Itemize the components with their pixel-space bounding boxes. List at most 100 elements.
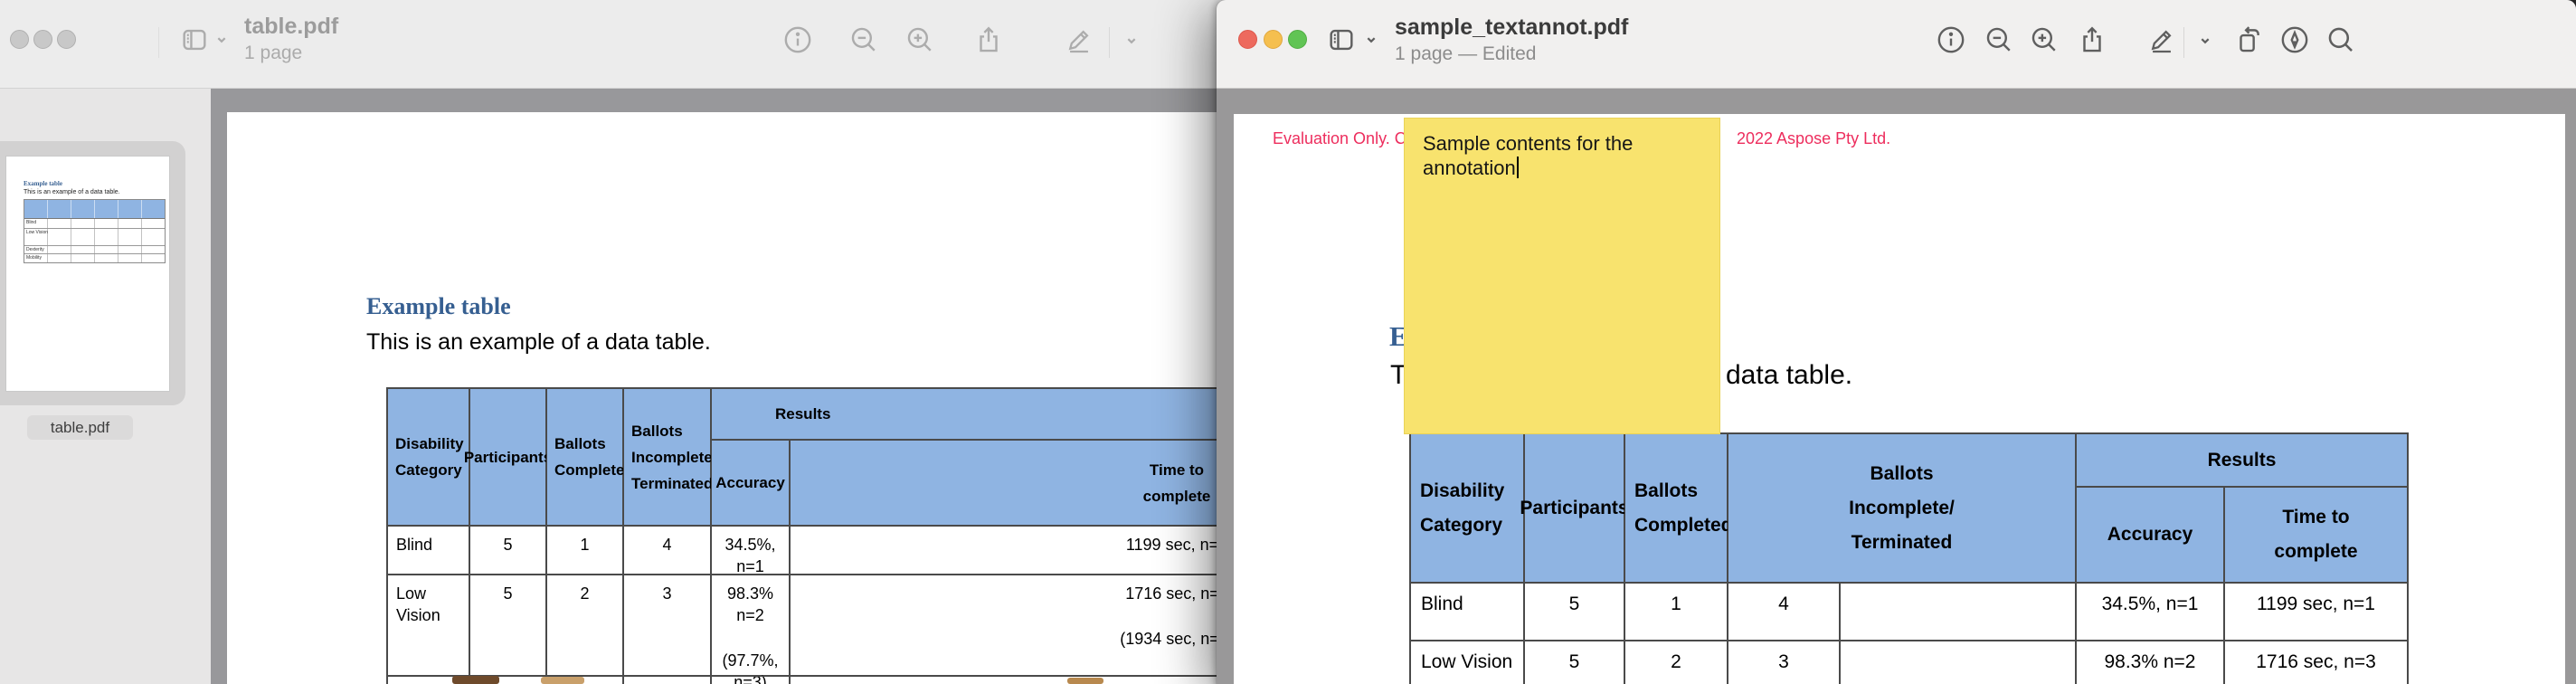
thumb-heading: Example table xyxy=(24,180,62,187)
window-content: Example table This is an example of a da… xyxy=(0,89,1565,684)
doc-body-partial-right: data table. xyxy=(1726,360,1853,390)
dock-icon-sliver xyxy=(1067,678,1103,684)
cell-accuracy: 34.5%, n=1 xyxy=(711,526,790,575)
highlight-pen-icon[interactable] xyxy=(2279,24,2310,55)
markup-chevron-icon[interactable] xyxy=(2195,31,2215,51)
markup-chevron-icon[interactable] xyxy=(1122,31,1141,51)
window-subtitle: 1 page xyxy=(244,43,303,63)
zoom-out-icon[interactable] xyxy=(1984,24,2014,55)
cell-time: 1199 sec, n=1 xyxy=(2224,583,2408,641)
document-area: Example table This is an example of a da… xyxy=(211,89,1565,684)
cell-incomplete: 4 xyxy=(1728,583,1840,641)
titlebar: table.pdf 1 page xyxy=(0,0,1284,89)
col-header-time: Time to complete xyxy=(2224,487,2408,583)
close-button[interactable] xyxy=(10,30,29,49)
zoom-in-icon[interactable] xyxy=(904,24,935,55)
cell-category: Low Vision xyxy=(387,575,469,676)
markup-pencil-icon[interactable] xyxy=(2146,24,2177,55)
window-title: sample_textannot.pdf xyxy=(1395,14,1629,40)
rotate-icon[interactable] xyxy=(2233,24,2264,55)
window-sample-textannot-pdf: sample_textannot.pdf 1 page — Edited xyxy=(1217,0,2576,684)
cell-participants: 5 xyxy=(1524,641,1624,684)
cell-accuracy: 34.5%, n=1 xyxy=(2076,583,2224,641)
toolbar-divider xyxy=(158,27,159,58)
col-header-ballots-incomplete: Ballots Incomplete/ Terminated xyxy=(623,388,716,526)
col-header-accuracy: Accuracy xyxy=(711,440,790,526)
thumbnail-sidebar: Example table This is an example of a da… xyxy=(0,89,211,684)
cell-accuracy: 98.3% n=2 (97.7%, n=3) xyxy=(711,575,790,684)
cell-empty xyxy=(1840,641,2076,684)
sidebar-chevron-icon[interactable] xyxy=(1361,30,1381,50)
window-subtitle: 1 page — Edited xyxy=(1395,43,1537,64)
share-icon[interactable] xyxy=(2077,24,2107,55)
dock-icon-sliver xyxy=(541,677,584,684)
minimize-button[interactable] xyxy=(1264,30,1283,49)
col-header-disability: Disability Category xyxy=(1410,433,1524,583)
cell-category: Blind xyxy=(1410,583,1524,641)
cell-accuracy: 98.3%, n=4 xyxy=(711,676,790,684)
evaluation-watermark-right: 2022 Aspose Pty Ltd. xyxy=(1737,129,1891,147)
text-cursor xyxy=(1516,157,1519,178)
info-icon[interactable] xyxy=(1936,24,1966,55)
cell-incomplete: 4 xyxy=(623,526,711,575)
col-header-participants: Participants xyxy=(1520,433,1629,583)
page-thumbnail[interactable]: Example table This is an example of a da… xyxy=(5,156,170,392)
window-content: Evaluation Only. Cr 2022 Aspose Pty Ltd.… xyxy=(1217,89,2576,684)
cell-participants: 5 xyxy=(1524,583,1624,641)
doc-heading: Example table xyxy=(366,293,511,319)
cell-incomplete: 3 xyxy=(1728,641,1840,684)
thumb-row: Dexterity xyxy=(24,246,165,254)
window-title: table.pdf xyxy=(244,14,339,39)
toolbar-divider xyxy=(1109,27,1110,58)
doc-heading-partial: E xyxy=(1389,320,1408,352)
share-icon[interactable] xyxy=(973,24,1004,55)
col-header-ballots-completed: Ballots Completed xyxy=(546,388,634,526)
cell-participants: 5 xyxy=(469,526,546,575)
col-header-results: Results xyxy=(2076,433,2408,487)
markup-pencil-icon[interactable] xyxy=(1064,24,1094,55)
thumbnail-caption: table.pdf xyxy=(27,415,133,440)
search-icon[interactable] xyxy=(2325,24,2356,55)
titlebar: sample_textannot.pdf 1 page — Edited xyxy=(1217,0,2576,89)
col-header-participants: Participants xyxy=(464,388,552,526)
dock-icon-sliver xyxy=(452,676,499,684)
thumb-table: Blind Low Vision Dexterity Mobility xyxy=(24,199,166,263)
doc-body-partial-left: T xyxy=(1390,360,1407,390)
minimize-button[interactable] xyxy=(33,30,52,49)
close-button[interactable] xyxy=(1238,30,1257,49)
cell-completed: 1 xyxy=(1624,583,1728,641)
cell-time: 1716 sec, n=3 xyxy=(2224,641,2408,684)
cell-empty xyxy=(1840,583,2076,641)
col-header-accuracy: Accuracy xyxy=(2076,487,2224,583)
col-header-disability: Disability Category xyxy=(387,388,469,526)
col-header-ballots-completed: Ballots Completed xyxy=(1624,433,1733,583)
cell-category: Blind xyxy=(387,526,469,575)
sidebar-toggle-icon[interactable] xyxy=(179,24,210,55)
thumb-body-text: This is an example of a data table. xyxy=(24,189,120,195)
cell-completed: 1 xyxy=(546,526,623,575)
sticky-note-text: Sample contents for the annotation xyxy=(1423,132,1634,179)
cell-incomplete: 1 xyxy=(623,676,711,684)
data-table: Disability Category Participants Ballots… xyxy=(1409,432,2409,684)
toolbar-divider xyxy=(2183,27,2184,58)
zoom-in-icon[interactable] xyxy=(2029,24,2060,55)
info-icon[interactable] xyxy=(782,24,813,55)
cell-completed: 2 xyxy=(546,575,623,676)
col-header-ballots-incomplete: Ballots Incomplete/ Terminated xyxy=(1728,433,2076,583)
thumb-row: Low Vision xyxy=(24,229,165,246)
zoom-out-icon[interactable] xyxy=(848,24,879,55)
zoom-window-button[interactable] xyxy=(57,30,76,49)
cell-participants: 5 xyxy=(469,575,546,676)
thumb-table-header xyxy=(24,200,165,219)
doc-body-text: This is an example of a data table. xyxy=(366,329,711,355)
thumb-row: Blind xyxy=(24,219,165,229)
sticky-note-annotation[interactable]: Sample contents for the annotation xyxy=(1404,118,1720,434)
cell-category: Low Vision xyxy=(1410,641,1524,684)
zoom-window-button[interactable] xyxy=(1288,30,1307,49)
cell-accuracy: 98.3% n=2 xyxy=(2076,641,2224,684)
sidebar-chevron-icon[interactable] xyxy=(212,30,232,50)
window-table-pdf: table.pdf 1 page xyxy=(0,0,1565,684)
cell-completed: 2 xyxy=(1624,641,1728,684)
sidebar-toggle-icon[interactable] xyxy=(1326,24,1357,55)
